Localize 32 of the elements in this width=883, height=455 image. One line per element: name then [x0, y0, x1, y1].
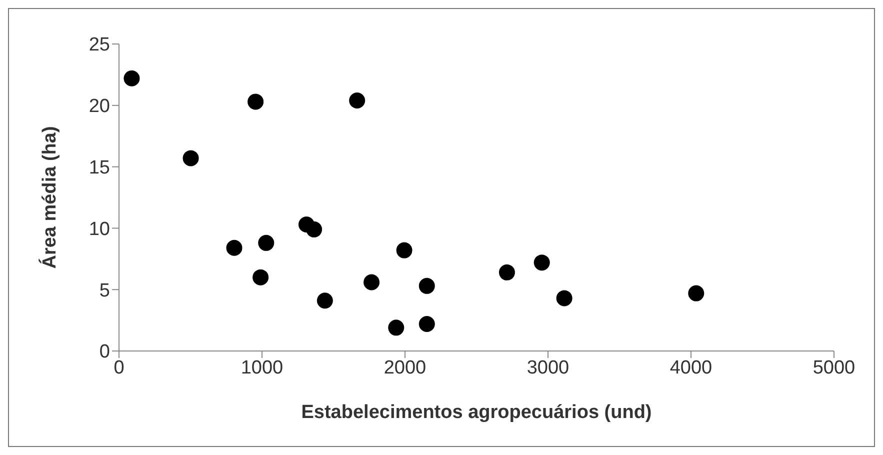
x-tick-label: 4000: [670, 357, 712, 378]
point: [534, 254, 550, 271]
point: [306, 221, 322, 238]
point: [396, 242, 412, 258]
y-tick-label: 5: [99, 280, 110, 302]
point: [124, 70, 140, 86]
y-tick-label: 25: [88, 34, 110, 56]
point: [316, 292, 333, 309]
point: [388, 320, 404, 336]
y-tick-label: 10: [88, 218, 110, 240]
x-axis-title: Estabelecimentos agropecuários (und): [301, 402, 652, 423]
point: [226, 240, 242, 256]
point: [248, 94, 264, 110]
point: [349, 92, 366, 108]
point: [364, 274, 380, 290]
y-axis-title: Área média (ha): [38, 126, 61, 269]
point: [182, 150, 199, 166]
y-tick-label: 20: [88, 96, 110, 118]
point: [252, 269, 269, 286]
x-tick-label: 5000: [812, 357, 856, 378]
x-tick-label: 3000: [526, 357, 570, 378]
point: [498, 264, 515, 280]
point: [258, 234, 274, 251]
x-tick-label: 0: [114, 357, 124, 378]
point: [418, 316, 435, 332]
x-tick-label: 1000: [240, 357, 284, 378]
y-tick-label: 15: [88, 158, 110, 179]
x-tick-label: 2000: [384, 357, 426, 378]
point: [688, 285, 704, 302]
point: [418, 278, 435, 294]
point: [556, 290, 572, 306]
y-tick-label: 0: [99, 342, 110, 363]
